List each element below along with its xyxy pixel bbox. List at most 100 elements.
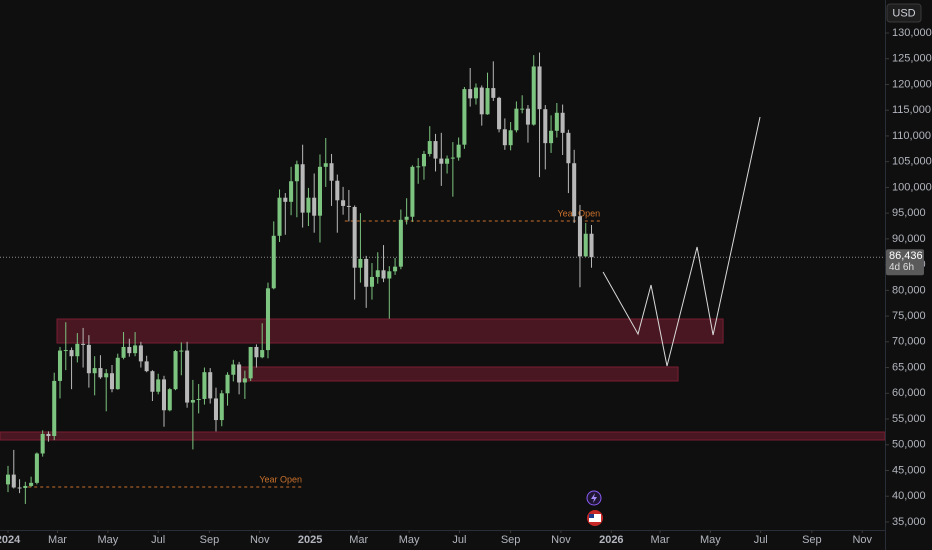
- candle-body: [381, 270, 386, 279]
- candle-body: [34, 453, 39, 483]
- candle-body: [439, 158, 444, 164]
- x-tick-label: May: [98, 534, 119, 546]
- price-countdown: 4d 6h: [889, 262, 914, 273]
- candle-body: [554, 112, 559, 131]
- candle-body: [265, 288, 271, 351]
- y-tick-label: 95,000: [892, 207, 926, 219]
- candle-body: [75, 343, 80, 357]
- candle-body: [167, 389, 172, 411]
- candle-body: [237, 364, 242, 383]
- currency-box[interactable]: [886, 3, 922, 23]
- y-tick-label: 65,000: [892, 361, 926, 373]
- y-tick-label: 50,000: [892, 439, 926, 451]
- candle-body: [133, 345, 138, 354]
- candle-body: [583, 233, 588, 257]
- candle-body: [543, 109, 548, 144]
- y-tick-label: 70,000: [892, 336, 926, 348]
- candle-body: [404, 216, 409, 220]
- candle-body: [306, 197, 311, 213]
- x-tick-label: Mar: [349, 534, 368, 546]
- candle-body: [179, 350, 184, 352]
- year-open-label: Year Open: [259, 474, 302, 484]
- zone: [0, 431, 886, 441]
- candle-body: [121, 346, 126, 358]
- candle-body: [242, 378, 247, 383]
- candle-body: [202, 372, 207, 399]
- zone: [56, 318, 724, 344]
- y-tick-label: 100,000: [892, 181, 932, 193]
- event-icons: [586, 490, 603, 526]
- x-tick-label: Nov: [551, 534, 571, 546]
- candle-body: [144, 361, 149, 372]
- candle-body: [473, 87, 478, 99]
- candle-body: [537, 66, 542, 110]
- candle-body: [11, 474, 16, 488]
- candle-body: [410, 166, 415, 217]
- candle-body: [485, 88, 490, 115]
- y-tick-label: 120,000: [892, 78, 932, 90]
- candle-body: [450, 157, 455, 159]
- plot-area: Year Open Year Open: [0, 52, 886, 504]
- candle-body: [46, 433, 51, 437]
- y-tick-label: 35,000: [892, 516, 926, 528]
- candle-body: [138, 345, 143, 362]
- candle-body: [387, 271, 392, 279]
- y-tick-label: 55,000: [892, 413, 926, 425]
- candle-body: [566, 132, 571, 164]
- candle-body: [393, 266, 398, 272]
- candle-body: [416, 166, 421, 168]
- x-tick-label: Sep: [802, 534, 822, 546]
- candle-body: [300, 164, 305, 213]
- candle-body: [352, 206, 357, 268]
- candle-body: [260, 350, 265, 358]
- candle-body: [549, 130, 554, 144]
- y-tick-label: 125,000: [892, 53, 932, 65]
- candle-body: [69, 350, 74, 357]
- y-tick-label: 45,000: [892, 464, 926, 476]
- candle-body: [508, 130, 513, 146]
- candle-body: [514, 108, 519, 131]
- candle-body: [5, 474, 11, 485]
- candle-body: [346, 205, 351, 207]
- candle-body: [572, 163, 577, 217]
- candle-body: [231, 364, 236, 375]
- x-tick-label: Nov: [852, 534, 872, 546]
- candle-body: [127, 346, 132, 354]
- lightning: [591, 493, 597, 503]
- candle-body: [52, 380, 57, 437]
- y-tick-label: 60,000: [892, 387, 926, 399]
- x-tick-label: Jul: [452, 534, 466, 546]
- candle-body: [433, 141, 438, 159]
- candle-body: [531, 66, 536, 125]
- candle-body: [456, 144, 461, 158]
- candle-body: [92, 368, 97, 374]
- zone: [239, 366, 679, 382]
- candle-body: [98, 368, 103, 378]
- x-tick-label: 2025: [298, 534, 322, 546]
- candle-body: [341, 200, 346, 206]
- candle-body: [398, 219, 403, 267]
- x-tick-label: May: [700, 534, 721, 546]
- candle-body: [468, 89, 473, 99]
- candle-body: [104, 373, 109, 378]
- candle-body: [491, 88, 496, 98]
- candle-body: [225, 374, 230, 394]
- candle-body: [560, 112, 565, 133]
- candle-body: [86, 344, 91, 374]
- x-tick-label: Nov: [250, 534, 270, 546]
- y-tick-label: 90,000: [892, 233, 926, 245]
- x-tick-label: Mar: [651, 534, 670, 546]
- candle-body: [283, 197, 288, 202]
- x-tick-label: 2024: [0, 534, 21, 546]
- y-tick-label: 115,000: [892, 104, 931, 116]
- y-tick-label: 75,000: [892, 310, 926, 322]
- y-tick-label: 40,000: [892, 490, 926, 502]
- axes: 35,000 40,000 45,000 50,000 55,000 60,000 65,0…: [0, 27, 932, 546]
- currency: USD: [892, 7, 915, 19]
- candle-body: [29, 482, 34, 486]
- candle-body: [23, 485, 28, 488]
- candle-body: [520, 108, 525, 110]
- candle-body: [375, 270, 380, 277]
